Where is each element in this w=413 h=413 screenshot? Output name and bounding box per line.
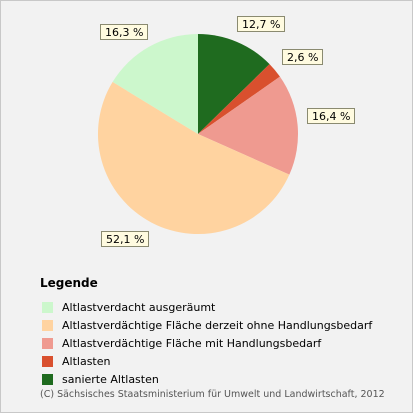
- pie-slice: [112, 34, 198, 134]
- pie-slice: [198, 76, 298, 175]
- legend-label: Altlastverdacht ausgeräumt: [62, 300, 216, 314]
- pie-slice: [97, 81, 290, 235]
- legend: Altlastverdacht ausgeräumt Altlastverdäch…: [42, 298, 372, 388]
- legend-swatch: [42, 355, 53, 367]
- legend-swatch: [42, 373, 53, 385]
- legend-item: Altlastverdächtige Fläche mit Handlungsb…: [42, 334, 372, 352]
- pie-slice: [198, 64, 280, 134]
- legend-item: Altlastverdacht ausgeräumt: [42, 298, 372, 316]
- data-label: 16,4 %: [307, 108, 356, 124]
- legend-label: sanierte Altlasten: [62, 372, 159, 386]
- legend-item: Altlasten: [42, 352, 372, 370]
- legend-label: Altlastverdächtige Fläche mit Handlungsb…: [62, 336, 322, 350]
- copyright-footer: (C) Sächsisches Staatsministerium für Um…: [40, 389, 385, 400]
- legend-item: Altlastverdächtige Fläche derzeit ohne H…: [42, 316, 372, 334]
- legend-swatch: [42, 337, 53, 349]
- pie-chart: [97, 34, 298, 235]
- legend-swatch: [42, 319, 53, 331]
- data-label: 52,1 %: [101, 231, 150, 247]
- legend-title: Legende: [40, 276, 98, 290]
- legend-item: sanierte Altlasten: [42, 370, 372, 388]
- legend-label: Altlastverdächtige Fläche derzeit ohne H…: [62, 318, 373, 332]
- pie-slice: [198, 34, 270, 134]
- legend-swatch: [42, 301, 53, 313]
- data-label: 12,7 %: [237, 16, 286, 32]
- legend-label: Altlasten: [62, 354, 111, 368]
- data-label: 2,6 %: [282, 49, 324, 65]
- data-label: 16,3 %: [100, 24, 149, 40]
